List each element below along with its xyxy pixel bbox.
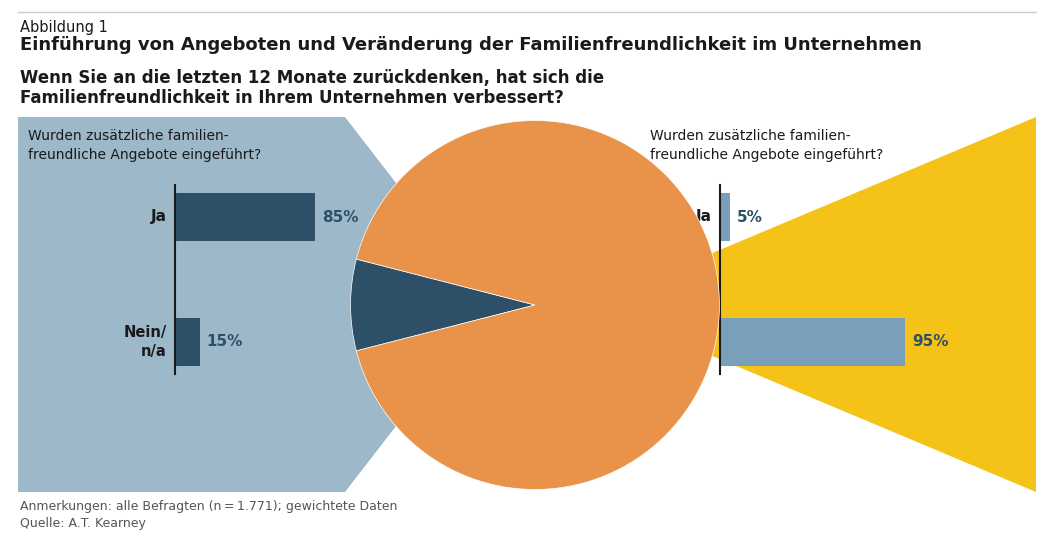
Text: Quelle: A.T. Kearney: Quelle: A.T. Kearney (20, 517, 145, 530)
Bar (720, 193, 729, 241)
Text: Nein/
n/a: Nein/ n/a (668, 325, 713, 359)
Text: 95%: 95% (913, 335, 949, 349)
Polygon shape (18, 117, 490, 492)
Text: Wurden zusätzliche familien-
freundliche Angebote eingeführt?: Wurden zusätzliche familien- freundliche… (650, 129, 883, 162)
Text: Wenn Sie an die letzten 12 Monate zurückdenken, hat sich die: Wenn Sie an die letzten 12 Monate zurück… (20, 69, 604, 87)
Text: 5%: 5% (737, 209, 763, 224)
Text: Einführung von Angeboten und Veränderung der Familienfreundlichkeit im Unternehm: Einführung von Angeboten und Veränderung… (20, 36, 922, 54)
Polygon shape (590, 117, 1036, 492)
Text: Anmerkungen: alle Befragten (n = 1.771); gewichtete Daten: Anmerkungen: alle Befragten (n = 1.771);… (20, 500, 397, 513)
Bar (720, 318, 905, 366)
Bar (175, 318, 200, 366)
Text: 15%: 15% (207, 335, 243, 349)
Wedge shape (356, 120, 720, 490)
Text: Nein/
n/a
92%: Nein/ n/a 92% (532, 268, 588, 336)
Text: Ja: Ja (696, 209, 713, 224)
Bar (175, 193, 315, 241)
Text: Ja 8%: Ja 8% (423, 290, 468, 305)
Wedge shape (351, 259, 535, 351)
Text: Familienfreundlichkeit in Ihrem Unternehmen verbessert?: Familienfreundlichkeit in Ihrem Unterneh… (20, 89, 564, 107)
Text: Nein/
n/a: Nein/ n/a (123, 325, 167, 359)
Text: Wurden zusätzliche familien-
freundliche Angebote eingeführt?: Wurden zusätzliche familien- freundliche… (28, 129, 261, 162)
Text: Ja: Ja (151, 209, 167, 224)
Text: 85%: 85% (323, 209, 358, 224)
Text: Abbildung 1: Abbildung 1 (20, 20, 108, 35)
